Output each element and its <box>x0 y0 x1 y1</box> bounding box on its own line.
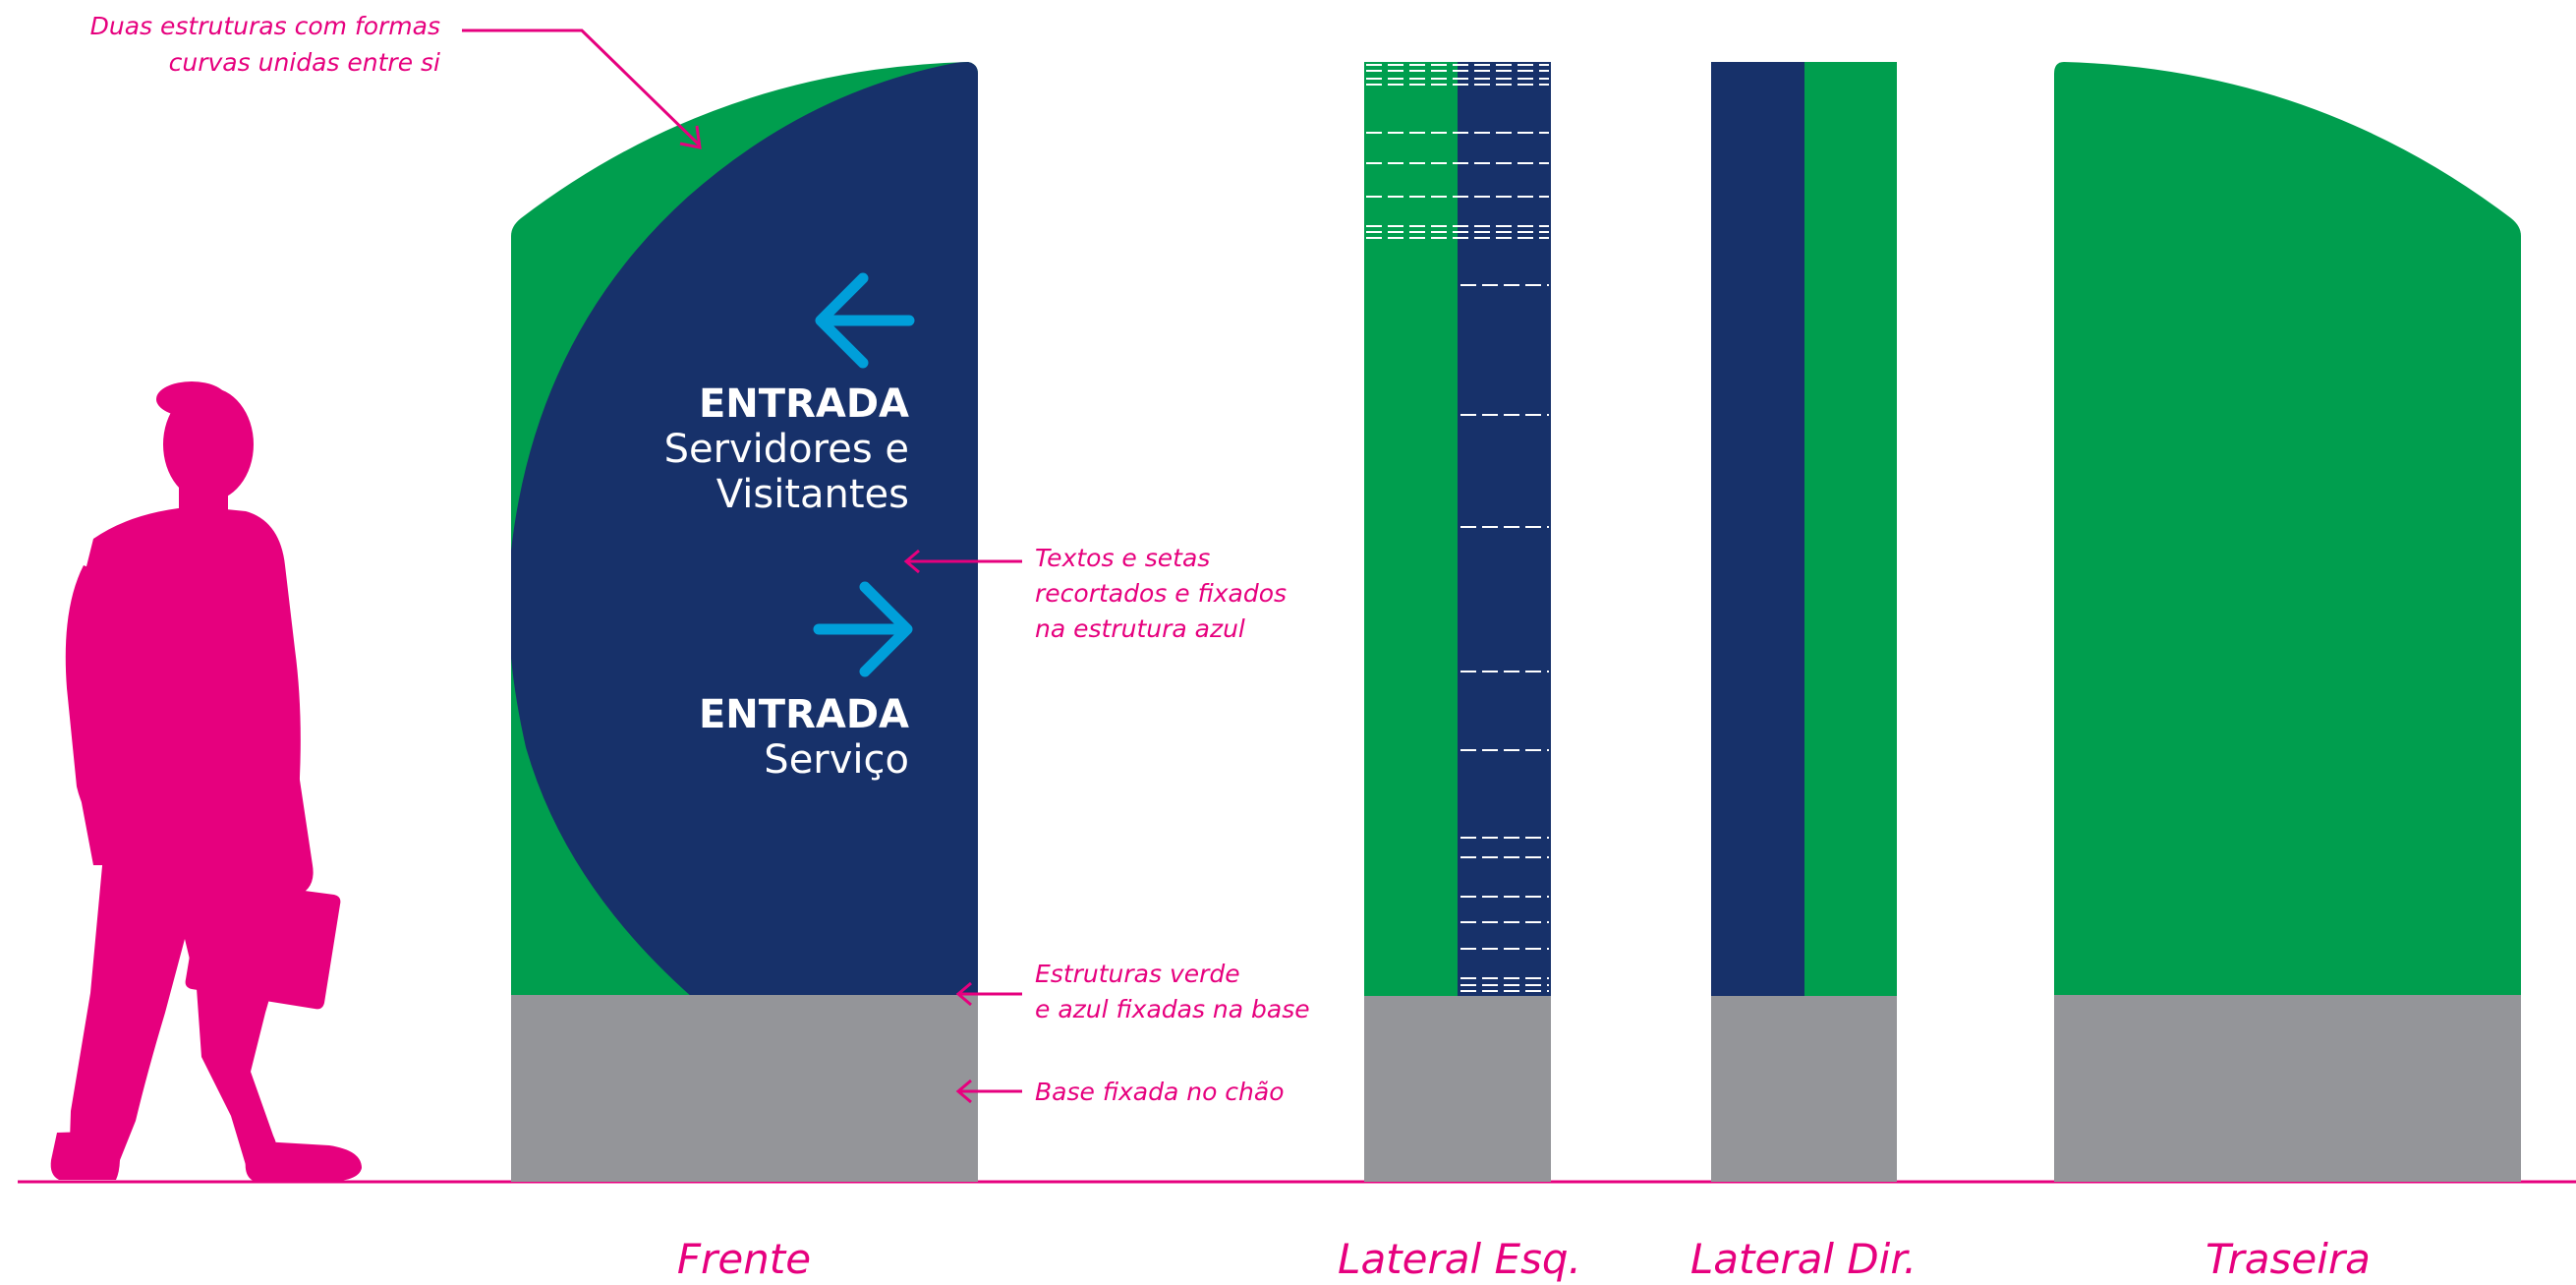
right-green-face <box>1804 62 1897 996</box>
annotation-base-line-1: Base fixada no chão <box>1035 1078 1285 1106</box>
annotation-curves: Duas estruturas com formas curvas unidas… <box>90 12 702 149</box>
left-green-face <box>1364 62 1458 996</box>
entry-2-title: ENTRADA <box>699 692 909 737</box>
arrow-left-icon <box>815 272 915 369</box>
annotation-curves-line-1: Duas estruturas com formas <box>90 12 440 40</box>
annotation-curves-leader <box>462 29 702 147</box>
annotation-curves-arrowhead <box>679 125 702 149</box>
annotation-texts-line-3: na estrutura azul <box>1035 614 1245 643</box>
left-side-view <box>1364 62 1551 1182</box>
label-back: Traseira <box>2205 1235 2371 1283</box>
entry-1-line-1: Servidores e <box>664 427 909 472</box>
back-green-structure <box>2054 62 2521 998</box>
front-base <box>511 995 978 1182</box>
annotation-base: Base fixada no chão <box>955 1078 1285 1106</box>
right-side-view <box>1711 62 1897 1182</box>
left-navy-face <box>1458 62 1551 996</box>
entry-1-title: ENTRADA <box>699 381 909 427</box>
back-base <box>2054 995 2521 1182</box>
label-right-side: Lateral Dir. <box>1690 1235 1917 1283</box>
right-navy-face <box>1711 62 1804 996</box>
label-left-side: Lateral Esq. <box>1338 1235 1581 1283</box>
person-silhouette-icon <box>50 381 362 1182</box>
entry-2-line-1: Serviço <box>764 737 909 783</box>
annotation-texts-arrowhead <box>903 549 920 574</box>
label-front: Frente <box>677 1235 811 1283</box>
annotation-base-arrowhead <box>955 1079 972 1104</box>
annotation-curves-line-2: curvas unidas entre si <box>169 48 440 77</box>
text-edge-lines <box>1366 64 1549 992</box>
arrow-right-icon <box>813 581 913 677</box>
left-base <box>1364 996 1551 1182</box>
annotation-structures-arrowhead <box>955 981 972 1007</box>
annotation-structures: Estruturas verde e azul fixadas na base <box>955 960 1310 1023</box>
front-view: ENTRADA Servidores e Visitantes ENTRADA … <box>511 62 978 1182</box>
annotation-structures-line-1: Estruturas verde <box>1035 960 1240 988</box>
annotation-texts-line-1: Textos e setas <box>1035 544 1210 572</box>
back-view <box>2054 62 2521 1182</box>
entry-1-line-2: Visitantes <box>716 472 909 517</box>
right-base <box>1711 996 1897 1182</box>
annotation-texts-line-2: recortados e fixados <box>1035 579 1287 608</box>
annotation-structures-line-2: e azul fixadas na base <box>1035 995 1310 1023</box>
annotation-texts: Textos e setas recortados e fixados na e… <box>903 544 1287 643</box>
